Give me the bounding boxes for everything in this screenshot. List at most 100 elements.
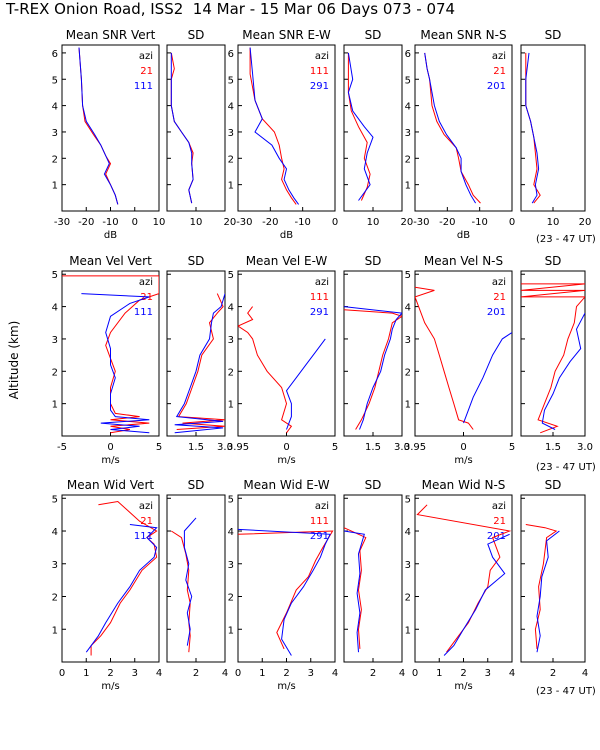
panel-1-5-legend-blue: 201 bbox=[487, 81, 506, 92]
panel-1-5-xlabel: dB bbox=[457, 230, 470, 241]
panel-2-3-legend-blue: 291 bbox=[310, 307, 329, 318]
panel-3-4-title: SD bbox=[365, 478, 382, 492]
panel-2-3-legend-red: 111 bbox=[310, 292, 329, 303]
panel-3-5-ytick-label: 5 bbox=[405, 494, 411, 505]
panel-3-1-legend-blue: 111 bbox=[134, 531, 153, 542]
panel-2-4-xtick-label: 1.5 bbox=[365, 442, 381, 453]
panel-3-4: SD 2 4 bbox=[343, 478, 405, 679]
main-title: T-REX Onion Road, ISS2 14 Mar - 15 Mar 0… bbox=[6, 0, 456, 18]
panel-2-4-series-111 bbox=[344, 309, 402, 430]
panel-3-3-title: Mean Wid E-W bbox=[243, 478, 329, 492]
panel-1-1-ytick-label: 6 bbox=[52, 49, 58, 60]
panel-2-3: Mean Vel E-W 1 2 3 4 5 3.95 0 5 m/s azi 111 291 bbox=[227, 254, 338, 466]
panel-3-1-legend-red: 21 bbox=[140, 516, 153, 527]
y-axis-label: Altitude (km) bbox=[7, 321, 21, 400]
panel-2-5-ytick-label: 1 bbox=[405, 400, 411, 411]
panel-3-2-xtick-label: 4 bbox=[222, 668, 228, 679]
panel-1-3-xtick-label: 0 bbox=[332, 217, 338, 228]
panel-2-6-series-201 bbox=[541, 312, 585, 430]
panel-1-5-title: Mean SNR N-S bbox=[420, 28, 506, 42]
panel-1-3-ytick-label: 6 bbox=[228, 49, 234, 60]
panel-2-3-legend-head: azi bbox=[315, 277, 329, 288]
panel-3-1-xtick-label: 4 bbox=[156, 668, 162, 679]
panel-2-1-xtick-label: 5 bbox=[156, 442, 162, 453]
panel-1-1-xtick-label: 0 bbox=[132, 217, 138, 228]
panel-3-5-series-201 bbox=[443, 533, 510, 656]
panel-3-1-xtick-label: 3 bbox=[132, 668, 138, 679]
panel-2-2-frame bbox=[166, 270, 226, 437]
panel-2-1-title: Mean Vel Vert bbox=[69, 254, 152, 268]
panel-1-1-xtick-label: 10 bbox=[153, 217, 166, 228]
panel-3-3-ytick-label: 5 bbox=[228, 494, 234, 505]
panel-3-6-xtick-label: 2 bbox=[550, 668, 556, 679]
panel-2-1-ytick-label: 5 bbox=[52, 270, 58, 281]
panel-1-3-frame bbox=[237, 44, 336, 212]
panel-1-1-ytick-label: 3 bbox=[52, 128, 58, 139]
panel-3-5-xtick-label: 3 bbox=[485, 668, 491, 679]
panel-2-2-xtick-label: 3.0 bbox=[217, 442, 233, 453]
panel-2-6-series-21 bbox=[521, 283, 585, 434]
panel-1-5-ytick-label: 5 bbox=[405, 75, 411, 86]
panel-2-5-series-21 bbox=[415, 286, 474, 430]
panel-1-5-legend-head: azi bbox=[492, 51, 506, 62]
panel-3-3: Mean Wid E-W 1 2 3 4 5 0 1 2 3 4 m/s azi 111 291 bbox=[228, 478, 339, 692]
panel-2-1-xlabel: m/s bbox=[101, 455, 119, 466]
panel-3-5-ytick-label: 1 bbox=[405, 625, 411, 636]
panel-2-6-xtick-label: 3.0 bbox=[577, 442, 593, 453]
panel-1-5-ytick-label: 2 bbox=[405, 154, 411, 165]
panel-1-3-series-291 bbox=[249, 47, 300, 205]
panel-1-4-frame bbox=[343, 44, 403, 212]
panel-3-3-xlabel: m/s bbox=[277, 681, 295, 692]
panel-3-5-xlabel: m/s bbox=[454, 681, 472, 692]
panel-1-3-ytick-label: 4 bbox=[228, 102, 234, 113]
panel-2-4-series-291 bbox=[344, 306, 402, 430]
panel-1-3-ytick-label: 1 bbox=[228, 181, 234, 192]
panel-3-4-frame bbox=[343, 494, 403, 663]
panel-1-1-title: Mean SNR Vert bbox=[66, 28, 156, 42]
panel-3-1-series-21 bbox=[90, 500, 158, 656]
panel-2-5: Mean Vel N-S 1 2 3 4 5 3.95 0 5 m/s azi 21 201 bbox=[404, 254, 515, 466]
panel-1-3-xtick-label: -10 bbox=[294, 217, 310, 228]
panel-1-3-title: Mean SNR E-W bbox=[242, 28, 331, 42]
panel-3-1-ytick-label: 4 bbox=[52, 527, 58, 538]
panel-2-3-series-111 bbox=[238, 306, 293, 434]
panel-2-6: SD 1.5 3.0 bbox=[520, 254, 593, 453]
panel-2-1-ytick-label: 4 bbox=[52, 303, 58, 314]
panel-1-1-series-21 bbox=[78, 47, 119, 205]
panel-1-5-series-201 bbox=[424, 52, 477, 204]
panel-2-5-series-201 bbox=[463, 332, 512, 424]
panel-3-2-xtick-label: 2 bbox=[193, 668, 199, 679]
panel-1-5-ytick-label: 1 bbox=[405, 181, 411, 192]
panel-3-1-ytick-label: 3 bbox=[52, 560, 58, 571]
panel-1-5-xtick-label: -10 bbox=[471, 217, 487, 228]
panel-2-3-ytick-label: 2 bbox=[228, 367, 234, 378]
panel-3-6: SD 2 4 bbox=[520, 478, 588, 679]
panel-3-1-xtick-label: 2 bbox=[107, 668, 113, 679]
panel-1-2: SD 10 bbox=[166, 28, 226, 228]
panel-1-5-ytick-label: 6 bbox=[405, 49, 411, 60]
panel-1-3-xtick-label: -20 bbox=[262, 217, 278, 228]
panel-2-4-title: SD bbox=[365, 254, 382, 268]
panel-2-5-xtick-label: 5 bbox=[509, 442, 515, 453]
panel-3-6-series-21 bbox=[525, 524, 558, 649]
panel-1-1-legend-blue: 111 bbox=[134, 81, 153, 92]
panel-3-5-ytick-label: 3 bbox=[405, 560, 411, 571]
panel-2-5-xtick-label: 3.95 bbox=[404, 442, 426, 453]
panel-3-6-title: SD bbox=[545, 478, 562, 492]
panel-2-3-ytick-label: 1 bbox=[228, 400, 234, 411]
panel-1-5-xtick-label: 20-30 bbox=[400, 217, 429, 228]
panel-2-1-ytick-label: 2 bbox=[52, 367, 58, 378]
panel-1-3-xtick-label: 20-30 bbox=[223, 217, 252, 228]
panel-1-1-legend-red: 21 bbox=[140, 66, 153, 77]
panel-1-3-ytick-label: 2 bbox=[228, 154, 234, 165]
panel-1-1-xlabel: dB bbox=[104, 230, 117, 241]
panel-2-2-title: SD bbox=[188, 254, 205, 268]
panel-2-5-xtick-label: 0 bbox=[460, 442, 466, 453]
panel-3-3-xtick-label: 1 bbox=[259, 668, 265, 679]
panel-2-2-series-21 bbox=[176, 293, 225, 430]
panel-1-6-series-201 bbox=[525, 52, 540, 204]
panel-2-6-xtick-label: 1.5 bbox=[545, 442, 561, 453]
panel-3-3-series-291 bbox=[238, 528, 331, 656]
panel-2-1-legend-blue: 111 bbox=[134, 307, 153, 318]
